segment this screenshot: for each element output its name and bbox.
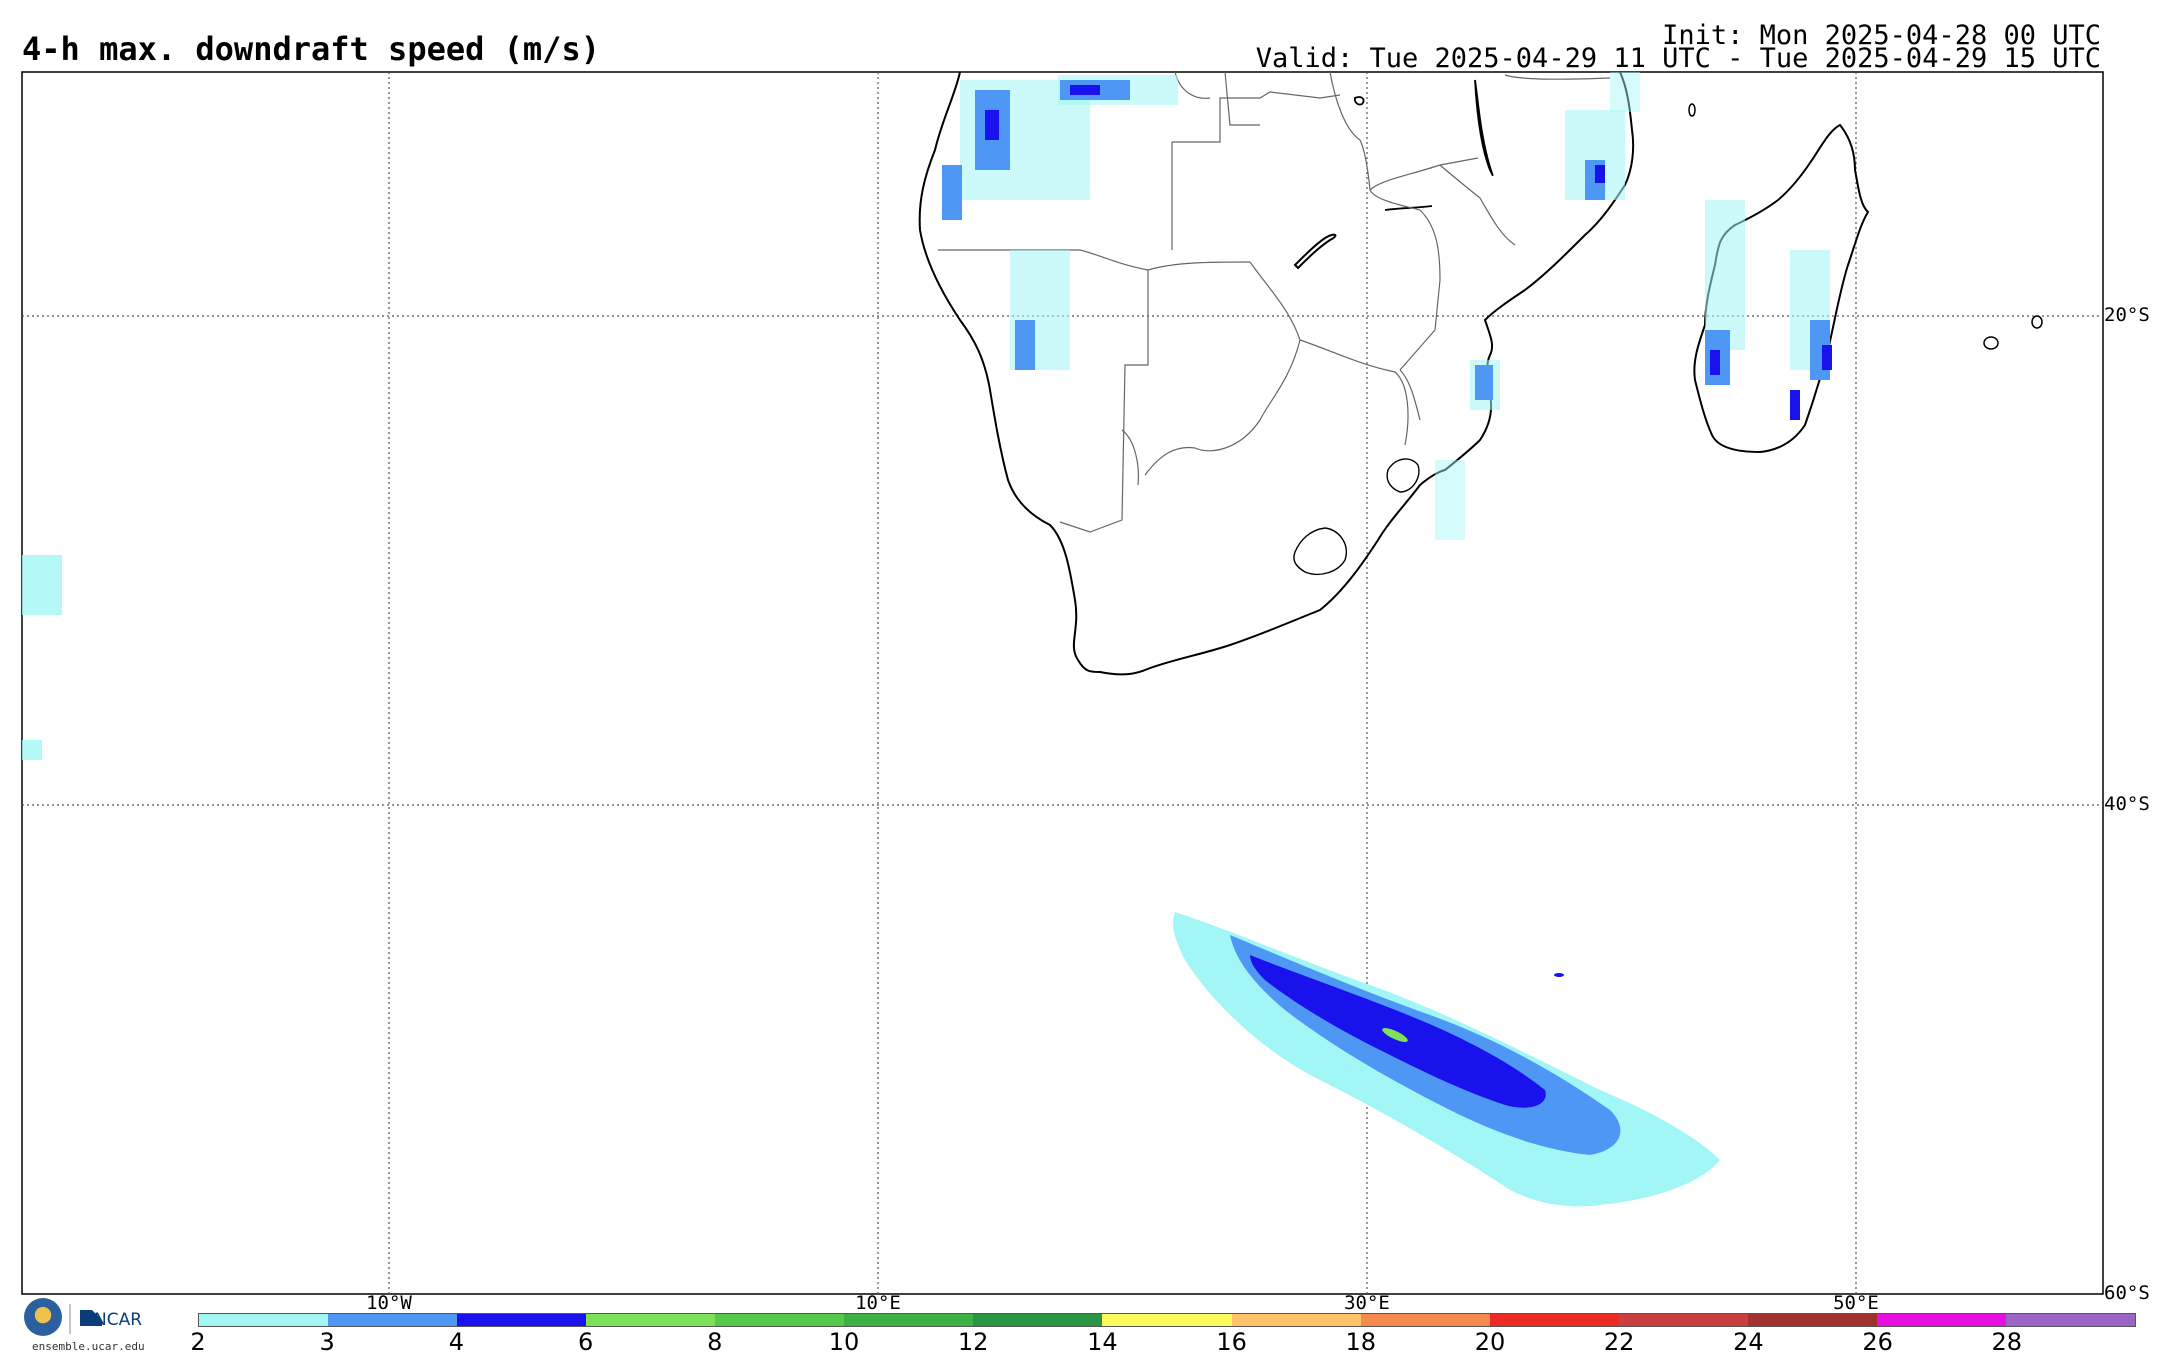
colorbar-swatch xyxy=(586,1314,716,1326)
init-time: Init: Mon 2025-04-28 00 UTC xyxy=(1662,20,2101,51)
reunion-island xyxy=(1983,336,1999,350)
lon-label-10w: 10°W xyxy=(366,1292,412,1314)
lake-kariba xyxy=(1293,233,1337,270)
lon-label-30e: 30°E xyxy=(1344,1292,1390,1314)
map-frame xyxy=(21,71,2104,1295)
colorbar-tick-label: 14 xyxy=(1087,1328,1118,1356)
colorbar-swatch xyxy=(1876,1314,2006,1326)
colorbar-ticks: 2 3 4 6 8 10 12 14 16 18 20 22 24 26 28 xyxy=(190,1328,2136,1356)
colorbar xyxy=(198,1313,2136,1327)
colorbar-tick-label: 3 xyxy=(319,1328,335,1356)
colorbar-swatch xyxy=(328,1314,458,1326)
lake-malawi xyxy=(1474,79,1494,177)
colorbar-swatch xyxy=(457,1314,587,1326)
colorbar-tick-label: 2 xyxy=(190,1328,206,1356)
colorbar-tick-label: 10 xyxy=(828,1328,860,1356)
colorbar-tick-label: 22 xyxy=(1603,1328,1635,1356)
colorbar-swatch xyxy=(1747,1314,1877,1326)
colorbar-swatch xyxy=(1231,1314,1361,1326)
zambezi-river xyxy=(1384,205,1433,211)
lat-label-20s: 20°S xyxy=(2104,304,2150,326)
colorbar-tick-label: 16 xyxy=(1216,1328,1247,1356)
country-borders xyxy=(938,71,1611,533)
africa-coastline xyxy=(918,71,1635,676)
colorbar-tick-label: 8 xyxy=(707,1328,723,1356)
colorbar-swatch xyxy=(1489,1314,1619,1326)
colorbar-swatch xyxy=(2005,1314,2135,1326)
colorbar-swatch xyxy=(973,1314,1103,1326)
lon-label-50e: 50°E xyxy=(1833,1292,1879,1314)
colorbar-tick-label: 26 xyxy=(1862,1328,1893,1356)
site-url: ensemble.ucar.edu xyxy=(32,1340,145,1353)
downdraft-speckles-land xyxy=(22,72,1832,760)
colorbar-swatch xyxy=(1102,1314,1232,1326)
nsf-logo-icon xyxy=(24,1298,62,1336)
colorbar-swatch xyxy=(715,1314,845,1326)
colorbar-tick-label: 20 xyxy=(1474,1328,1506,1356)
colorbar-tick-label: 6 xyxy=(577,1328,594,1356)
ncar-label: NCAR xyxy=(94,1310,143,1330)
colorbar-tick-label: 28 xyxy=(1991,1328,2023,1356)
colorbar-tick-label: 24 xyxy=(1733,1328,1764,1356)
lesotho-border xyxy=(1293,527,1347,576)
map-title: 4-h max. downdraft speed (m/s) xyxy=(22,30,600,68)
colorbar-swatch xyxy=(199,1314,329,1326)
lake-victoria-edge xyxy=(1353,96,1365,106)
eswatini-border xyxy=(1386,458,1420,493)
madagascar-coastline xyxy=(1693,123,1870,454)
colorbar-swatch xyxy=(1360,1314,1490,1326)
lat-label-60s: 60°S xyxy=(2104,1282,2150,1304)
comoros-island xyxy=(1688,103,1696,117)
logo-area: NCAR ensemble.ucar.edu xyxy=(24,1298,156,1354)
lon-label-10e: 10°E xyxy=(855,1292,901,1314)
downdraft-streak-ocean xyxy=(1173,912,1720,1207)
lat-label-40s: 40°S xyxy=(2104,793,2150,815)
mauritius-island xyxy=(2031,315,2043,329)
colorbar-swatch xyxy=(844,1314,974,1326)
colorbar-swatch xyxy=(1618,1314,1748,1326)
valid-time: Valid: Tue 2025-04-29 11 UTC - Tue 2025-… xyxy=(1255,43,2101,74)
colorbar-tick-label: 4 xyxy=(448,1328,465,1356)
colorbar-tick-label: 12 xyxy=(957,1328,989,1356)
colorbar-tick-label: 18 xyxy=(1345,1328,1377,1356)
ncar-logo-icon xyxy=(69,1304,102,1334)
